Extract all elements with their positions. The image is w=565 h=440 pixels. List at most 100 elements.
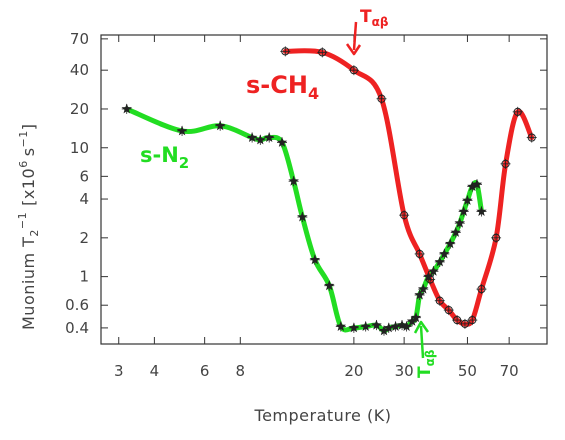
n2-data-point <box>476 206 487 216</box>
n2-data-point <box>401 321 412 331</box>
y-axis-units-sup: 6 <box>17 160 30 168</box>
y-axis-label-sup: −1 <box>16 212 29 229</box>
n2-data-point <box>383 322 394 333</box>
n2-data-point <box>264 132 275 142</box>
n2-data-point <box>428 265 439 276</box>
ch4-data-point <box>400 211 409 220</box>
ch4-data-point <box>460 319 470 328</box>
ch4-data-point <box>415 249 424 259</box>
n2-data-point <box>348 322 360 333</box>
ch4-data-point <box>501 159 510 168</box>
x-axis-label: Temperature (K) <box>254 406 392 425</box>
ch4-data-point <box>491 233 501 242</box>
y-axis-units: [x10 <box>19 168 38 206</box>
y-tick-label: 2 <box>79 229 89 247</box>
y-tick-label: 6 <box>79 167 89 185</box>
ch4-data-point <box>377 94 386 103</box>
n2-data-point <box>396 319 408 330</box>
n2-data-point <box>458 206 469 216</box>
n2-data-point <box>214 120 226 131</box>
n2-data-point <box>439 248 450 259</box>
plot-frame <box>100 34 548 345</box>
n2-data-point <box>434 256 445 267</box>
y-axis-label-group: Muonium T2−1[x106s−1] <box>16 123 41 330</box>
ch4-series-label: s-CH4 <box>246 71 319 103</box>
x-tick-label: 70 <box>500 362 519 380</box>
y-axis-units-close: ] <box>19 123 38 130</box>
x-tick-label: 8 <box>236 362 246 380</box>
ch4-data-point <box>453 315 462 325</box>
n2-label-main: s-N <box>140 143 179 167</box>
y-tick-label: 20 <box>70 100 89 118</box>
x-tick-label: 20 <box>344 362 363 380</box>
t-ab-top-sub: αβ <box>372 15 389 29</box>
n2-data-point <box>176 125 188 136</box>
n2-data-point <box>462 195 473 205</box>
n2-data-point <box>414 289 425 300</box>
ch4-data-point <box>281 47 290 56</box>
n2-data-point <box>406 315 418 326</box>
t-ab-bottom-main: T <box>415 366 435 378</box>
n2-series-label: s-N2 <box>140 143 189 172</box>
t-ab-bottom-sub: αβ <box>423 349 437 366</box>
y-axis-label-sub: 2 <box>28 229 41 237</box>
y-axis-units-tail: s <box>19 147 38 156</box>
plot-border <box>100 34 548 345</box>
ch4-data-point <box>513 107 522 116</box>
x-tick-label: 50 <box>458 362 477 380</box>
x-tick-label: 6 <box>200 362 210 380</box>
n2-data-point <box>467 181 478 191</box>
y-tick-label: 4 <box>79 190 89 208</box>
y-tick-label: 10 <box>70 139 89 157</box>
n2-data-point <box>445 238 456 249</box>
t-ab-top-arrowhead <box>345 43 362 56</box>
t-ab-top-annotation: Tαβ <box>360 7 389 29</box>
y-axis-label: Muonium T2−1[x106s−1] <box>16 123 41 330</box>
x-tick-label: 4 <box>150 362 160 380</box>
t-ab-top-main: T <box>360 7 372 27</box>
ch4-data-point <box>444 305 453 315</box>
n2-data-point <box>121 103 132 114</box>
n2-data-point <box>418 283 429 294</box>
ch4-data-point <box>426 275 435 284</box>
y-axis-label-main: Muonium T <box>19 237 38 330</box>
t-ab-bottom-annotation: Tαβ <box>415 349 437 378</box>
n2-data-point <box>276 136 288 147</box>
x-tick-label: 3 <box>114 362 124 380</box>
n2-data-point <box>297 211 308 222</box>
n2-data-point <box>371 319 382 330</box>
n2-data-point <box>390 321 401 331</box>
n2-data-point <box>450 227 461 237</box>
n2-data-point <box>335 321 346 331</box>
ch4-label-main: s-CH <box>246 71 308 99</box>
y-tick-label: 40 <box>70 61 89 79</box>
y-tick-label: 0.4 <box>65 319 89 337</box>
n2-data-point <box>324 280 335 291</box>
t-ab-bottom-arrowhead <box>413 320 430 334</box>
n2-data-point <box>288 175 299 186</box>
n2-data-point <box>378 325 390 336</box>
n2-data-point <box>410 312 422 323</box>
ch4-data-point <box>349 66 358 75</box>
y-tick-label: 0.6 <box>65 296 89 314</box>
ch4-data-point <box>318 48 327 57</box>
axis-ticks: 3 4 6 8 20 30 50 70 0.4 0.6 1 2 4 6 10 20 40 70 <box>65 30 547 380</box>
y-axis-units-tail-sup: −1 <box>17 130 30 147</box>
n2-data-point <box>360 321 371 331</box>
ch4-data-point <box>477 285 486 294</box>
n2-data-point <box>246 132 258 142</box>
n2-data-point <box>454 217 465 228</box>
y-tick-label: 1 <box>79 268 89 286</box>
t-ab-bottom-arrow-shaft <box>419 325 425 359</box>
y-tick-label: 70 <box>70 30 89 48</box>
x-tick-label: 30 <box>395 362 414 380</box>
ch4-data-point <box>527 133 536 142</box>
ch4-data-point <box>435 296 444 305</box>
ch4-data-point <box>468 315 477 325</box>
data-markers <box>121 46 537 336</box>
ch4-label-sub: 4 <box>308 84 319 103</box>
n2-data-point <box>255 134 266 145</box>
n2-data-point <box>309 254 321 265</box>
